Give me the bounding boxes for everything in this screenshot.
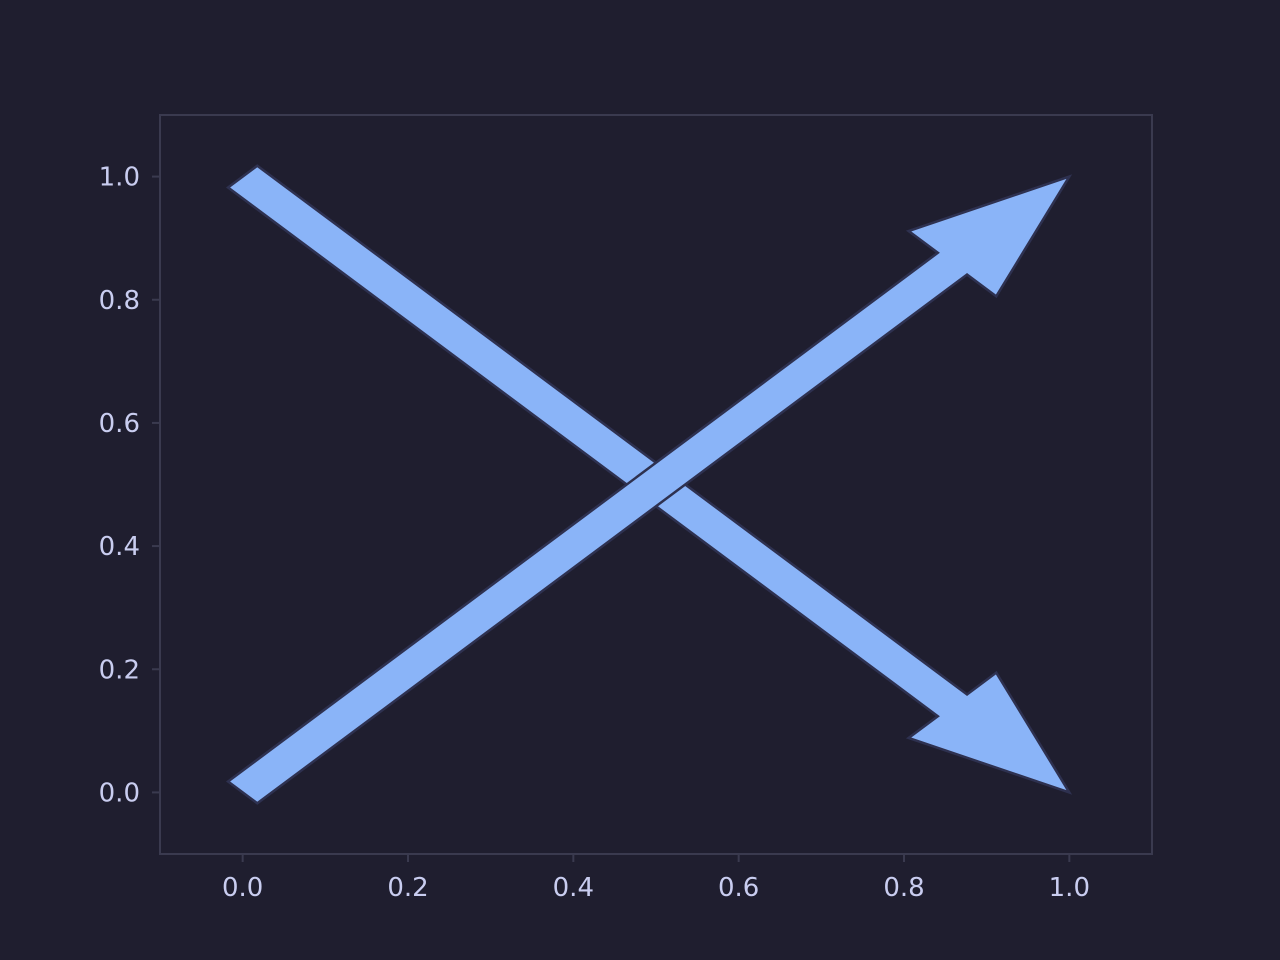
x-tick-label: 0.6: [718, 873, 759, 903]
y-axis: 0.0 0.2 0.4 0.6 0.8 1.0: [99, 163, 160, 808]
x-tick-label: 0.0: [222, 873, 263, 903]
y-tick-label: 0.6: [99, 409, 140, 439]
y-tick-label: 0.0: [99, 778, 140, 808]
x-tick-label: 0.4: [553, 873, 594, 903]
y-tick-label: 1.0: [99, 163, 140, 193]
arrows-layer: [225, 164, 1073, 805]
x-axis: 0.0 0.2 0.4 0.6 0.8 1.0: [222, 854, 1090, 903]
x-tick-label: 0.2: [387, 873, 428, 903]
y-tick-label: 0.4: [99, 532, 140, 562]
arrow-2: [225, 174, 1073, 805]
x-tick-label: 1.0: [1049, 873, 1090, 903]
y-tick-label: 0.8: [99, 286, 140, 316]
y-tick-label: 0.2: [99, 655, 140, 685]
x-tick-label: 0.8: [883, 873, 924, 903]
